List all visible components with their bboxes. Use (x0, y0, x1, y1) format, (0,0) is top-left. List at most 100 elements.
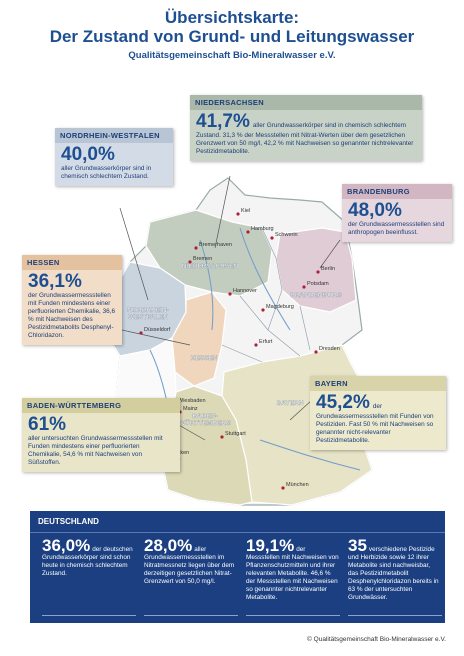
callout-line (121, 329, 191, 346)
city-dot (194, 246, 198, 250)
region-body: 48,0% der Grundwassermess­stellen sind an… (342, 199, 452, 242)
city-label: Bremerhaven (199, 242, 232, 248)
callout-line (289, 399, 313, 421)
stat-text: der Messstellen mit Nachweisen von Pflan… (246, 546, 339, 601)
stat: 28,0% aller Grundwassermess­stellen im Ni… (144, 536, 238, 616)
state-label-line: BADEN- (192, 413, 217, 420)
city-dot (281, 486, 285, 490)
city-label: Kiel (241, 208, 250, 214)
stat-value: 28,0% (144, 536, 193, 555)
city-label: Erfurt (259, 339, 273, 345)
state-label-line: NORDRHEIN- (127, 307, 169, 314)
city-label: Mainz (183, 406, 198, 412)
region-text: der Grundwassermessstellen mit Funden vo… (316, 403, 434, 444)
region-percent: 40,0% (61, 144, 115, 165)
region-box: BADEN-WÜRTTEMBERG 61% aller untersuchten G… (22, 398, 180, 472)
city-dot (270, 236, 274, 240)
region-text: der Grundwassermess­stellen mit Funden m… (28, 292, 116, 339)
callout-line (119, 207, 149, 301)
copyright: © Qualitätsgemeinschaft Bio-Mineralwasse… (307, 636, 446, 643)
stat-value: 35 (348, 536, 367, 555)
region-name: HESSEN (22, 255, 122, 270)
region-text: aller Grundwasserkörper sind in chemisch… (61, 165, 152, 180)
stat-value: 19,1% (246, 536, 295, 555)
deutschland-panel: DEUTSCHLAND 36,0% der deutschen Grundwass… (30, 511, 445, 623)
region-body: 41,7% aller Grundwasserkörper sind in che… (190, 110, 422, 161)
state-label: NORDRHEIN-WESTFALEN (127, 307, 169, 321)
state-label: NIEDERSACHSEN (182, 263, 239, 270)
city-label: Bremen (193, 256, 212, 262)
city-label: Hamburg (251, 226, 274, 232)
region-body: 36,1% der Grundwassermess­stellen mit Fun… (22, 270, 122, 345)
stat: 35 verschiedene Pestizide und Herbizide s… (348, 536, 442, 616)
region-box: BRANDENBURG 48,0% der Grundwassermess­stel… (342, 184, 452, 242)
region-percent: 41,7% (196, 111, 250, 132)
region-percent: 48,0% (348, 200, 402, 221)
stat-text: aller Grundwassermess­stellen im Nitratm… (144, 546, 235, 585)
title-line: Übersichtskarte: (164, 8, 300, 27)
stat-text: der deutschen Grundwasser­körper sind sc… (42, 546, 133, 577)
stat-text: verschiedene Pestizide und Herbizide sow… (348, 546, 439, 601)
city-dot (236, 212, 240, 216)
region-name: BRANDENBURG (342, 184, 452, 199)
region-name: NORDRHEIN-WESTFALEN (55, 128, 173, 143)
city-label: Hannover (233, 288, 257, 294)
region-text: der Grundwassermess­stellen sind anthrop… (348, 221, 445, 236)
stat: 19,1% der Messstellen mit Nachweisen von … (246, 536, 340, 616)
callout-line (214, 175, 231, 249)
city-label: Magdeburg (266, 304, 294, 310)
city-dot (246, 230, 250, 234)
callout-line (319, 239, 341, 269)
state-label: BAYERN (277, 400, 304, 407)
state-label: BRANDENBURG (290, 292, 342, 299)
state-label-line: WESTFALEN (128, 314, 168, 321)
region-body: 61% aller untersuchten Grundwasser­messst… (22, 413, 180, 472)
state-label: BADEN-WÜRTTEMBERG (179, 413, 231, 427)
city-dot (228, 292, 232, 296)
state-niedersachsen (145, 209, 273, 297)
subtitle: Qualitätsgemeinschaft Bio-Mineralwasser … (128, 50, 336, 61)
region-name: NIEDERSACHSEN (190, 95, 422, 110)
city-dot (302, 285, 306, 289)
city-dot (220, 435, 224, 439)
stat: 36,0% der deutschen Grundwasser­körper si… (42, 536, 136, 616)
state-label-line: WÜRTTEMBERG (179, 418, 231, 427)
region-box: HESSEN 36,1% der Grundwassermess­stellen m… (22, 255, 122, 345)
region-name: BADEN-WÜRTTEMBERG (22, 398, 180, 413)
city-label: Dresden (319, 346, 340, 352)
region-body: 45,2% der Grundwassermessstellen mit Fund… (310, 391, 446, 450)
region-percent: 61% (28, 414, 67, 435)
city-dot (139, 331, 143, 335)
state-borders (221, 227, 311, 363)
stat-value: 36,0% (42, 536, 91, 555)
city-dot (254, 343, 258, 347)
city-label: Schwerin (275, 232, 298, 238)
stat-rule (348, 615, 442, 616)
region-box: NORDRHEIN-WESTFALEN 40,0% aller Grundwasse… (55, 128, 173, 186)
city-label: Potsdam (307, 281, 329, 287)
region-percent: 36,1% (28, 271, 82, 292)
stat-rule (144, 615, 238, 616)
stat-rule (42, 615, 136, 616)
region-name: BAYERN (310, 376, 446, 391)
city-dot (314, 350, 318, 354)
city-dot (316, 270, 320, 274)
region-box: NIEDERSACHSEN 41,7% aller Grundwasserkörpe… (190, 95, 422, 161)
state-label: HESSEN (191, 355, 218, 362)
city-label: Düsseldorf (144, 327, 171, 333)
region-percent: 45,2% (316, 392, 370, 413)
city-label: Berlin (321, 266, 335, 272)
map-labels: NIEDERSACHSEN NORDRHEIN-WESTFALEN HESSEN BR… (127, 208, 342, 490)
city-dot (188, 260, 192, 264)
city-label: Wiesbaden (178, 398, 206, 404)
region-text: aller Grundwasserkörper sind in chemisch… (196, 122, 414, 155)
city-label: München (286, 482, 309, 488)
region-body: 40,0% aller Grundwasserkörper sind in che… (55, 143, 173, 186)
stat-rule (246, 615, 340, 616)
title-line: Der Zustand von Grund- und Leitungswasse… (49, 27, 415, 46)
city-dot (261, 308, 265, 312)
region-box: BAYERN 45,2% der Grundwassermessstellen mi… (310, 376, 446, 450)
